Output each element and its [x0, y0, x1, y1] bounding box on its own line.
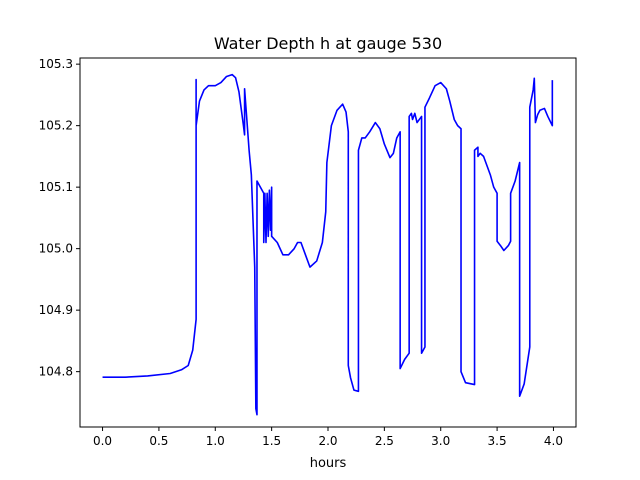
x-tick-label: 1.0 [206, 434, 225, 448]
x-tick-label: 3.0 [431, 434, 450, 448]
x-axis: 0.0 0.5 1.0 1.5 2.0 2.5 3.0 3.5 4.0 [93, 427, 563, 448]
x-tick-label: 4.0 [544, 434, 563, 448]
y-tick-label: 104.9 [39, 303, 73, 317]
x-tick-label: 1.5 [262, 434, 281, 448]
x-tick-label: 2.5 [375, 434, 394, 448]
series-layer [102, 73, 554, 416]
x-tick-label: 2.0 [318, 434, 337, 448]
x-axis-label: hours [310, 456, 347, 471]
chart-title: Water Depth h at gauge 530 [214, 34, 442, 53]
x-tick-label: 0.0 [93, 434, 112, 448]
series-line-0 [102, 73, 554, 416]
y-tick-label: 104.8 [39, 365, 73, 379]
y-tick-label: 105.1 [39, 180, 73, 194]
x-tick-label: 0.5 [149, 434, 168, 448]
y-tick-label: 105.2 [39, 119, 73, 133]
x-tick-label: 3.5 [488, 434, 507, 448]
y-tick-label: 105.3 [39, 57, 73, 71]
y-tick-label: 105.0 [39, 242, 73, 256]
y-axis: 104.8 104.9 105.0 105.1 105.2 105.3 [39, 57, 80, 379]
